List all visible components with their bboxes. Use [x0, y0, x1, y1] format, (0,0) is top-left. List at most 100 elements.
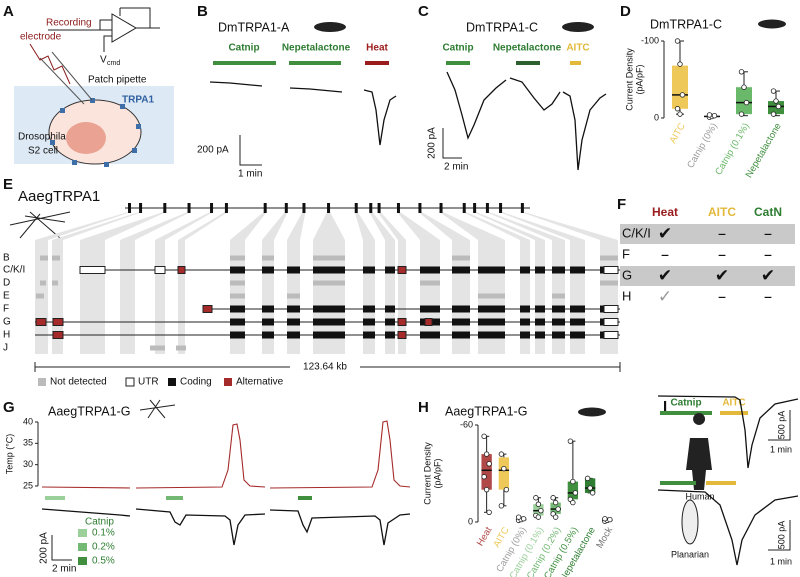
data-point: [589, 490, 596, 496]
data-point: [535, 514, 542, 520]
fly-icon: [562, 22, 594, 32]
table-cell: –: [764, 287, 773, 307]
panel-letter: G: [3, 399, 15, 416]
alternative-exon: [424, 318, 433, 326]
data-point: [674, 38, 681, 44]
coding-exon: [363, 266, 375, 274]
y-axis-label: Current Density: [624, 48, 634, 111]
coding-exon: [363, 318, 375, 326]
coding-exon: [478, 331, 505, 339]
scale-label: 2 min: [444, 162, 468, 173]
coding-exon: [420, 266, 440, 274]
panel-letter: C: [418, 3, 429, 20]
undetected-exon: [313, 280, 345, 286]
isoform-label: C/K/I: [3, 265, 25, 276]
undetected-exon: [52, 255, 60, 261]
coding-exon: [570, 305, 585, 313]
coding-exon: [535, 318, 545, 326]
rect: [50, 140, 55, 145]
coding-exon: [313, 305, 345, 313]
x-tick-label: AITC: [667, 121, 687, 145]
data-point: [538, 507, 544, 514]
annotation: cmd: [107, 60, 120, 67]
table-cell: –: [718, 245, 727, 265]
exon-projection: [473, 212, 545, 354]
human-icon: [686, 413, 712, 490]
data-point: [555, 506, 561, 512]
panel-title: AaegTRPA1: [18, 188, 100, 205]
legend-swatch: [78, 529, 87, 537]
exon: [224, 203, 228, 213]
rect: [120, 104, 125, 109]
coding-exon: [385, 266, 395, 274]
coding-exon: [520, 331, 530, 339]
coding-exon: [420, 305, 440, 313]
table-row-band: [620, 224, 795, 244]
stimulus: Nepetalactone: [282, 43, 351, 54]
alternative-exon: [397, 266, 407, 274]
isoform-label: E: [3, 291, 10, 302]
stimulus-bar: [289, 61, 341, 65]
stimulus-bar: [166, 496, 183, 500]
box: [672, 65, 688, 109]
legend-title: Catnip: [85, 517, 114, 528]
scale-label: 1 min: [770, 556, 792, 566]
data-point: [738, 111, 745, 117]
annotation: Recording: [46, 18, 92, 29]
stimulus-bar: [45, 496, 65, 500]
isoform-label: F: [3, 304, 9, 315]
alternative-exon: [52, 331, 64, 339]
data-point: [535, 501, 542, 507]
undetected-exon: [420, 280, 440, 286]
stimulus-bar: [706, 481, 736, 485]
table-cell: ✔: [715, 266, 729, 286]
utr-exon: [603, 318, 619, 326]
temp-axis: 25 30 35 40: [23, 416, 39, 490]
table-cell: ✓: [658, 287, 672, 307]
stimulus: AITC: [566, 43, 589, 54]
utr-exon: [603, 305, 619, 313]
exon: [377, 203, 381, 213]
undetected-exon: [150, 345, 165, 351]
annotation: Drosophila: [18, 132, 66, 143]
rect: [90, 98, 95, 103]
stimulus: Nepetalactone: [493, 43, 562, 54]
panel-letter: E: [3, 176, 13, 193]
coding-exon: [535, 305, 545, 313]
stimulus: AITC: [722, 398, 745, 409]
current-trace: [209, 81, 397, 146]
coding-exon: [552, 318, 565, 326]
data-point: [570, 478, 576, 485]
scale-bar: [768, 410, 791, 441]
coding-exon: [262, 266, 274, 274]
coding-exon: [535, 331, 545, 339]
current-trace: [41, 508, 411, 546]
coding-exon: [287, 305, 300, 313]
annotation: electrode: [20, 32, 62, 43]
coding-exon: [552, 305, 565, 313]
exon: [418, 203, 422, 213]
data-point: [773, 98, 779, 104]
isoform-label: J: [3, 343, 8, 354]
length-label: 123.64 kb: [303, 362, 347, 373]
exon: [187, 203, 191, 213]
exon-projection: [52, 212, 143, 354]
legend-label: 0.5%: [92, 556, 115, 567]
data-point: [533, 495, 539, 501]
table-header: Heat: [652, 205, 678, 219]
data-point: [515, 514, 522, 520]
data-point: [498, 503, 505, 509]
y-tick-label: 35: [23, 438, 33, 448]
y-axis-label: (pA/pF): [432, 458, 442, 488]
exon: [302, 203, 306, 213]
fly-icon: [314, 22, 346, 32]
alternative-exon: [397, 318, 407, 326]
data-point: [706, 112, 713, 118]
y-tick-label: -60: [460, 419, 473, 429]
exon: [354, 203, 358, 213]
undetected-exon: [230, 280, 245, 286]
data-point: [679, 92, 686, 98]
box: [498, 457, 510, 490]
